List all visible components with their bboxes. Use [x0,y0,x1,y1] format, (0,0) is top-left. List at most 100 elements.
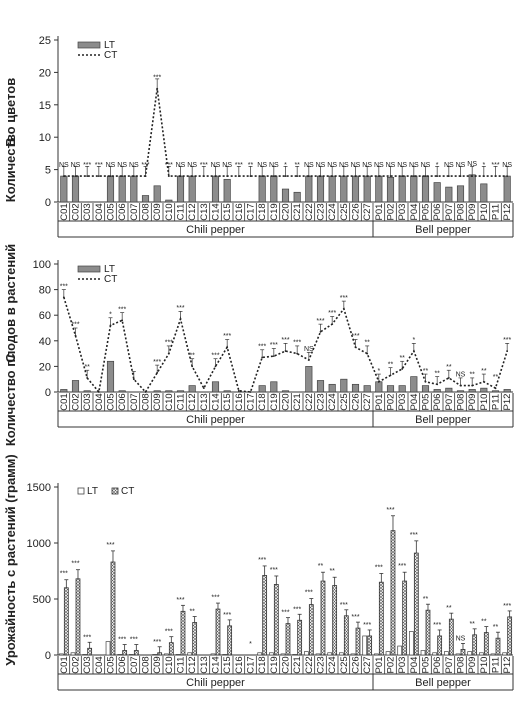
ct-bar [63,587,69,656]
significance-label: NS [362,162,372,169]
category-label: C05 [106,393,117,410]
significance-label: ** [481,368,487,375]
ct-point [249,175,252,177]
y-tick-label: 0 [45,650,51,662]
ct-bar [87,647,93,656]
lt-bar [71,380,80,393]
lt-bar [305,175,313,203]
lt-bar [386,177,395,203]
category-label: C24 [327,656,338,673]
lt-bar [432,652,438,656]
ct-point [342,175,345,177]
significance-label: *** [165,340,173,347]
category-label: C03 [82,393,93,410]
significance-label: NS [421,162,431,169]
legend-swatch-lt [77,41,101,49]
ct-point [436,175,439,177]
category-label: C01 [59,203,70,220]
category-label: C07 [129,203,140,220]
category-label: C22 [304,203,315,220]
category-label: C10 [164,393,175,410]
ct-point [284,175,287,177]
lt-bar [421,175,430,203]
category-label: C11 [176,657,187,674]
ct-point [249,391,252,393]
y-tick-label: 15 [39,100,51,112]
lt-bar [433,182,441,203]
lt-bar [398,175,406,203]
y-tick-label: 0 [45,387,51,399]
ct-point [506,175,509,177]
significance-label: NS [304,162,314,169]
category-label: C10 [164,203,175,220]
group-label: Bell pepper [415,224,471,236]
lt-bar [280,653,286,656]
ct-point [261,175,264,177]
ct-bar [390,530,396,656]
ct-bar [285,623,291,656]
lt-bar [362,635,368,656]
significance-label: ** [329,568,335,575]
lt-bar [410,175,418,203]
ct-line [63,88,508,177]
lt-bar [409,631,414,656]
category-label: C14 [211,203,222,220]
lt-bar [502,652,508,656]
category-label: C15 [222,393,233,410]
lt-bar [351,383,360,393]
significance-label: *** [270,342,278,349]
category-label: P02 [386,204,397,221]
category-label: P03 [397,657,408,674]
category-label: P05 [421,204,432,221]
significance-label: *** [281,337,289,344]
lt-bar [164,653,169,656]
y-tick-label: 25 [39,35,51,47]
ct-bar [472,634,478,656]
category-label: P01 [374,394,385,411]
lt-bar [304,651,309,656]
category-label: P08 [456,657,467,674]
significance-label: *** [130,637,138,644]
ct-point [471,175,474,177]
significance-label: *** [375,564,383,571]
panel-letter: C [3,353,18,363]
lt-bar [187,652,193,656]
significance-label: NS [339,162,349,169]
category-label: C09 [152,393,163,410]
significance-label: NS [444,162,454,169]
significance-label: ** [469,372,475,379]
category-label: C05 [106,656,117,673]
lt-bar [59,653,64,656]
significance-label: *** [491,162,499,169]
lt-bar [211,381,220,393]
category-label: C17 [246,656,257,673]
category-label: P09 [467,657,478,674]
category-label: C19 [269,656,280,673]
category-label: C11 [176,204,187,221]
category-label: C06 [117,393,128,410]
lt-bar [328,383,336,393]
significance-label: *** [351,333,359,340]
category-label: P07 [444,657,455,674]
ct-point [121,175,124,177]
lt-bar [153,185,161,203]
category-label: C13 [199,203,210,220]
significance-label: *** [258,343,266,350]
significance-label: *** [503,337,511,344]
ct-bar [448,618,454,656]
ct-bar [402,580,408,656]
lt-bar [445,387,453,393]
ct-bar [460,649,466,656]
lt-bar [175,654,181,656]
lt-bar [258,175,266,203]
category-label: P12 [502,204,513,221]
lt-bar [480,183,488,203]
significance-label: *** [71,322,79,329]
y-tick-label: 80 [39,285,51,297]
ct-point [167,175,170,177]
ct-point [132,175,135,177]
category-label: C16 [234,203,245,220]
y-tick-label: 100 [33,259,51,271]
legend-label-ct: CT [121,486,134,497]
